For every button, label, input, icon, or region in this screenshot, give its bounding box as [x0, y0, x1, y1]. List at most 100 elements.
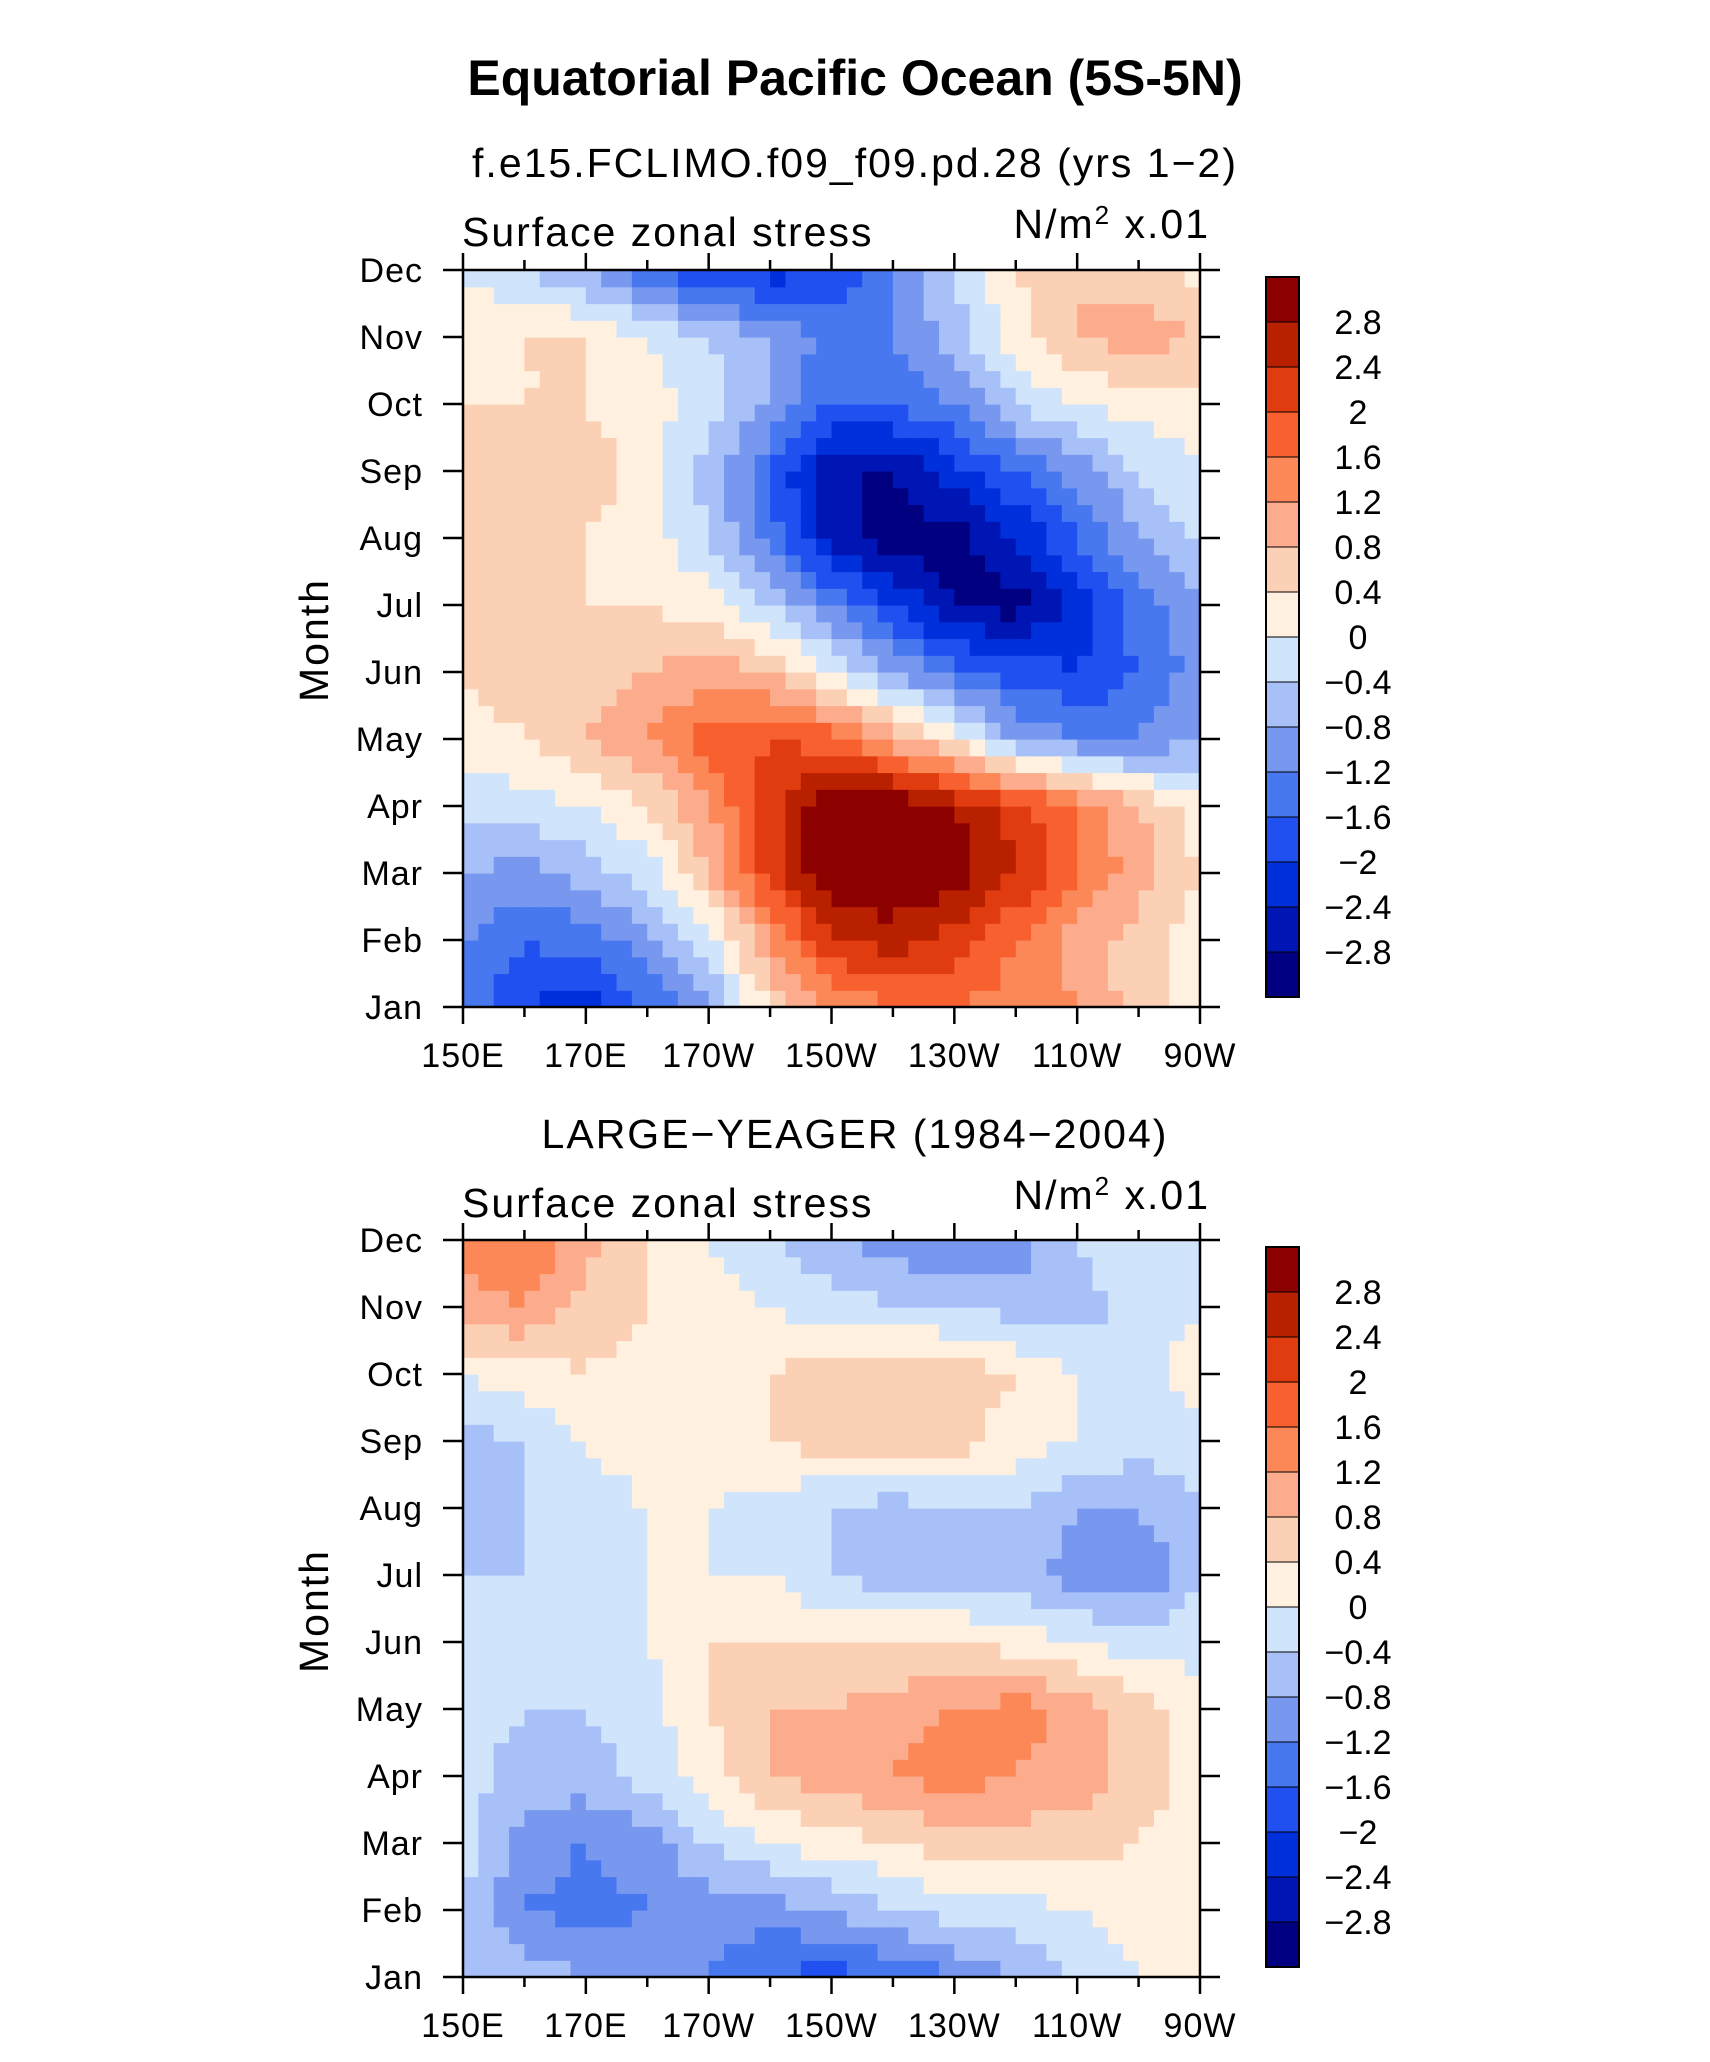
heatmap-cell: [463, 705, 479, 723]
heatmap-cell: [1061, 1591, 1078, 1610]
heatmap-cell: [862, 638, 879, 656]
heatmap-cell: [862, 370, 879, 388]
heatmap-cell: [754, 370, 771, 388]
heatmap-cell: [1138, 1374, 1155, 1392]
heatmap-cell: [785, 1725, 802, 1744]
heatmap-cell: [877, 404, 894, 422]
heatmap-cell: [1046, 688, 1063, 707]
heatmap-cell: [478, 270, 495, 288]
heatmap-cell: [693, 1575, 710, 1593]
heatmap-cell: [509, 1591, 526, 1610]
heatmap-cell: [708, 1390, 725, 1409]
heatmap-cell: [1153, 906, 1170, 924]
heatmap-cell: [677, 722, 694, 740]
heatmap-cell: [463, 1843, 479, 1861]
heatmap-cell: [1107, 471, 1124, 489]
heatmap-cell: [923, 1759, 940, 1777]
heatmap-cell: [754, 1591, 771, 1610]
heatmap-cell: [1153, 1323, 1170, 1342]
heatmap-cell: [509, 655, 526, 673]
heatmap-cell: [785, 923, 802, 941]
heatmap-cell: [923, 906, 940, 924]
heatmap-cell: [754, 420, 771, 439]
heatmap-cell: [509, 320, 526, 338]
heatmap-cell: [1138, 1910, 1155, 1928]
heatmap-cell: [1015, 755, 1032, 774]
heatmap-cell: [677, 1642, 694, 1660]
heatmap-cell: [585, 1273, 602, 1291]
heatmap-cell: [785, 1759, 802, 1777]
heatmap-cell: [1153, 1759, 1170, 1777]
heatmap-cell: [862, 755, 879, 774]
heatmap-cell: [478, 1340, 495, 1358]
heatmap-cell: [954, 571, 971, 589]
heatmap-cell: [1138, 554, 1155, 573]
heatmap-cell: [647, 1541, 664, 1559]
heatmap-cell: [493, 353, 510, 372]
heatmap-cell: [954, 906, 971, 924]
heatmap-cell: [800, 487, 817, 506]
heatmap-cell: [1077, 1240, 1094, 1258]
heatmap-cell: [1092, 1491, 1109, 1509]
heatmap-cell: [1123, 420, 1140, 439]
heatmap-cell: [1153, 1508, 1170, 1526]
heatmap-cell: [938, 1474, 955, 1492]
heatmap-cell: [862, 487, 879, 506]
heatmap-cell: [693, 353, 710, 372]
heatmap-cell: [739, 471, 756, 489]
heatmap-cell: [524, 1424, 541, 1442]
heatmap-cell: [954, 370, 971, 388]
heatmap-cell: [601, 839, 618, 857]
heatmap-cell: [908, 1491, 925, 1509]
heatmap-cell: [816, 1457, 833, 1476]
heatmap-cell: [708, 973, 725, 991]
heatmap-cell: [754, 739, 771, 757]
heatmap-cell: [1031, 538, 1048, 556]
heatmap-cell: [1015, 454, 1032, 472]
heatmap-cell: [524, 1307, 541, 1325]
heatmap-cell: [463, 353, 479, 372]
heatmap-cell: [1169, 387, 1186, 405]
heatmap-cell: [693, 1307, 710, 1325]
heatmap-cell: [570, 487, 587, 506]
heatmap-cell: [616, 1491, 633, 1509]
heatmap-cell: [693, 538, 710, 556]
heatmap-cell: [708, 839, 725, 857]
heatmap-cell: [770, 1256, 787, 1275]
heatmap-cell: [923, 1491, 940, 1509]
heatmap-cell: [585, 1591, 602, 1610]
heatmap-cell: [1153, 923, 1170, 941]
heatmap-cell: [877, 554, 894, 573]
heatmap-cell: [892, 420, 909, 439]
heatmap-cell: [509, 1893, 526, 1911]
colorbar-label: 1.2: [1334, 1454, 1381, 1492]
heatmap-cell: [631, 1742, 648, 1760]
heatmap-cell: [892, 1240, 909, 1258]
heatmap-cell: [631, 1407, 648, 1425]
heatmap-cell: [1123, 1843, 1140, 1861]
heatmap-cell: [693, 1541, 710, 1559]
heatmap-cell: [677, 1608, 694, 1626]
colorbar-label: −2: [1339, 1814, 1378, 1852]
heatmap-cell: [539, 303, 556, 321]
heatmap-cell: [463, 320, 479, 338]
heatmap-cell: [539, 605, 556, 623]
heatmap-cell: [493, 940, 510, 958]
heatmap-cell: [985, 873, 1001, 891]
heatmap-cell: [570, 1943, 587, 1961]
heatmap-cell: [954, 1374, 971, 1392]
heatmap-cell: [463, 1558, 479, 1576]
heatmap-cell: [1123, 1809, 1140, 1827]
heatmap-cell: [1092, 437, 1109, 455]
heatmap-cell: [585, 1843, 602, 1861]
heatmap-cell: [877, 1859, 894, 1878]
heatmap-cell: [478, 1240, 495, 1258]
heatmap-cell: [539, 822, 556, 841]
heatmap-cell: [770, 856, 787, 874]
heatmap-cell: [724, 1441, 740, 1459]
heatmap-cell: [647, 1575, 664, 1593]
heatmap-cell: [493, 889, 510, 908]
heatmap-cell: [631, 1759, 648, 1777]
heatmap-cell: [846, 1910, 863, 1928]
heatmap-cell: [509, 1876, 526, 1894]
